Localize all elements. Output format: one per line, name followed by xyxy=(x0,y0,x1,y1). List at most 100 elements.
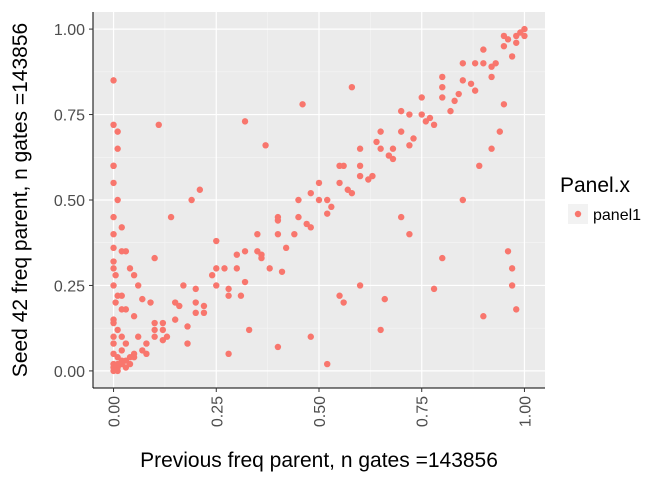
data-point xyxy=(159,326,167,334)
data-point xyxy=(504,248,512,255)
data-point xyxy=(348,84,356,91)
data-point xyxy=(233,265,241,272)
data-point xyxy=(377,326,384,334)
data-point xyxy=(110,162,117,170)
data-point xyxy=(291,230,298,238)
data-point xyxy=(410,135,417,142)
data-point xyxy=(430,285,438,293)
data-point xyxy=(488,145,495,152)
legend-title: Panel.x xyxy=(560,174,631,197)
data-point xyxy=(496,128,503,135)
data-point xyxy=(110,319,117,327)
data-point xyxy=(118,347,125,354)
data-point xyxy=(447,107,454,115)
data-point xyxy=(324,210,331,217)
y-tick-label: 1.00 xyxy=(54,22,85,39)
data-point xyxy=(208,272,216,279)
data-point xyxy=(344,186,351,193)
data-point xyxy=(340,299,347,306)
data-point xyxy=(459,196,467,204)
data-point xyxy=(471,60,479,67)
x-axis: 0.00 0.25 0.50 0.75 1.00 xyxy=(93,387,545,427)
data-point xyxy=(130,272,138,279)
data-point xyxy=(192,285,199,293)
data-point xyxy=(184,323,191,330)
x-tick-label: 0.75 xyxy=(415,396,432,427)
data-point xyxy=(114,367,121,375)
data-point xyxy=(167,213,175,221)
data-point xyxy=(139,347,146,354)
data-point xyxy=(508,265,516,272)
data-point xyxy=(114,128,121,135)
data-point xyxy=(225,292,232,299)
data-point xyxy=(135,282,142,289)
data-point xyxy=(307,189,314,197)
data-point xyxy=(385,152,393,159)
data-point xyxy=(118,248,125,255)
data-point xyxy=(455,90,462,98)
data-point xyxy=(110,121,117,128)
data-point xyxy=(324,360,331,368)
data-point xyxy=(176,302,183,310)
data-point xyxy=(237,292,245,299)
data-point xyxy=(225,350,232,358)
data-point xyxy=(377,128,384,135)
data-point xyxy=(200,302,208,310)
data-point xyxy=(500,42,508,50)
data-point xyxy=(118,224,125,231)
data-point xyxy=(155,121,162,128)
data-point xyxy=(299,101,306,108)
x-axis-title: Previous freq parent, n gates =143856 xyxy=(140,449,498,472)
data-point xyxy=(328,203,335,211)
data-point xyxy=(110,213,117,221)
data-point xyxy=(110,77,117,84)
data-point xyxy=(295,213,302,221)
data-point xyxy=(471,87,479,94)
data-point xyxy=(307,333,314,340)
data-point xyxy=(389,145,397,152)
x-tick-label: 1.00 xyxy=(517,396,534,427)
data-point xyxy=(418,111,425,118)
data-point xyxy=(439,84,446,91)
data-point xyxy=(241,278,249,286)
data-point xyxy=(377,145,384,152)
data-point xyxy=(110,244,117,252)
data-point xyxy=(513,39,520,46)
data-point xyxy=(110,258,117,265)
data-point xyxy=(480,46,487,53)
data-point xyxy=(397,107,405,115)
data-point xyxy=(476,162,483,170)
data-point xyxy=(241,118,249,125)
data-point xyxy=(336,179,343,187)
data-point xyxy=(151,319,158,327)
y-tick-label: 0.25 xyxy=(54,278,85,295)
data-point xyxy=(225,285,232,293)
y-axis-title: Seed 42 freq parent, n gates =143856 xyxy=(9,23,32,377)
data-point xyxy=(500,101,508,108)
data-point xyxy=(303,220,310,228)
data-point xyxy=(114,196,121,204)
data-point xyxy=(110,230,117,238)
data-point xyxy=(397,213,405,221)
data-point xyxy=(439,254,446,262)
data-point xyxy=(122,306,130,313)
data-point xyxy=(171,316,179,323)
data-point xyxy=(151,326,158,334)
data-point xyxy=(262,142,269,149)
data-point xyxy=(143,340,150,347)
data-point xyxy=(130,313,138,320)
legend-key-point xyxy=(574,210,582,218)
data-point xyxy=(274,343,282,351)
x-tick-label: 0.25 xyxy=(209,396,226,427)
data-point xyxy=(521,32,528,40)
data-point xyxy=(151,333,158,340)
data-point xyxy=(266,265,273,272)
data-point xyxy=(159,319,167,327)
data-point xyxy=(488,73,495,81)
data-point xyxy=(439,73,446,81)
data-point xyxy=(110,265,117,272)
data-point xyxy=(430,121,438,128)
data-point xyxy=(118,292,125,299)
data-point xyxy=(508,53,516,60)
